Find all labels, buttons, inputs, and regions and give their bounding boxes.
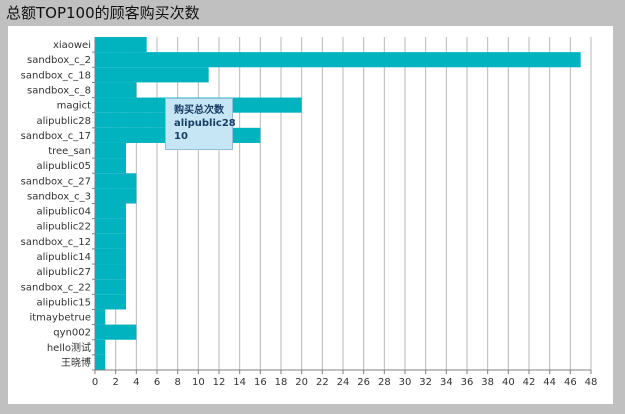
x-tick-label: 44 (543, 377, 556, 388)
category-label: itmaybetrue (29, 313, 91, 324)
chart-title: 总额TOP100的顾客购买次数 (6, 4, 200, 22)
axes (92, 37, 592, 374)
bar (95, 52, 581, 68)
tooltip-category: alipublic28 (174, 118, 236, 129)
x-tick-label: 6 (154, 377, 160, 388)
category-label: sandbox_c_2 (27, 55, 91, 66)
bar (95, 37, 147, 53)
x-tick-label: 36 (461, 377, 474, 388)
bar (95, 354, 106, 370)
category-label: sandbox_c_8 (27, 85, 91, 96)
category-label: alipublic14 (37, 252, 92, 263)
bar (95, 233, 126, 249)
x-tick-label: 0 (92, 377, 98, 388)
data-tooltip: 购买总次数 alipublic28 10 (165, 98, 236, 150)
category-label: tree_san (48, 146, 91, 157)
bar-chart: xiaowei sandbox_c_2 sandbox_c_18 sandbox_c_… (21, 37, 598, 388)
x-tick-label: 14 (233, 377, 246, 388)
x-tick-label: 18 (275, 377, 288, 388)
x-tick-label: 16 (254, 377, 267, 388)
x-tick-label: 10 (192, 377, 205, 388)
bar (95, 324, 137, 340)
tooltip-series-label: 购买总次数 (174, 105, 224, 116)
bar (95, 173, 137, 189)
bar (95, 188, 137, 204)
bar (95, 248, 126, 265)
category-label: hello测试 (47, 341, 91, 354)
x-tick-label: 40 (502, 377, 515, 388)
x-tick-labels: 0 2 4 6 8 10 12 14 16 18 20 22 24 26 28 30 32 34 36 38 40 42 4… (92, 377, 598, 388)
x-tick-label: 34 (440, 377, 453, 388)
x-tick-label: 8 (174, 377, 180, 388)
category-label: sandbox_c_18 (21, 70, 91, 81)
x-tick-label: 32 (419, 377, 432, 388)
category-labels: xiaowei sandbox_c_2 sandbox_c_18 sandbox_c_… (21, 40, 91, 369)
x-tick-label: 4 (133, 377, 139, 388)
category-label: sandbox_c_27 (21, 176, 91, 187)
category-label: alipublic27 (37, 267, 92, 278)
grid-lines (115, 37, 592, 370)
category-label: alipublic22 (37, 222, 92, 233)
category-label: sandbox_c_22 (21, 282, 91, 293)
x-tick-label: 26 (357, 377, 370, 388)
bar (95, 294, 126, 310)
category-label: magict (57, 101, 91, 112)
x-tick-label: 12 (213, 377, 226, 388)
category-label: sandbox_c_12 (21, 237, 91, 248)
x-tick-label: 24 (337, 377, 350, 388)
x-tick-label: 46 (564, 377, 577, 388)
bar (95, 203, 126, 219)
category-label: sandbox_c_3 (27, 191, 91, 202)
bar (95, 279, 126, 295)
category-label: sandbox_c_17 (21, 131, 91, 142)
tooltip-value: 10 (174, 131, 188, 142)
x-tick-label: 20 (295, 377, 308, 388)
x-tick-label: 38 (481, 377, 494, 388)
x-tick-label: 48 (585, 377, 598, 388)
category-label: 王晓博 (61, 356, 91, 369)
category-label: alipublic28 (37, 116, 92, 127)
category-label: xiaowei (53, 40, 91, 51)
bar (95, 142, 126, 159)
x-tick-label: 30 (399, 377, 412, 388)
bar (95, 264, 126, 280)
category-label: alipublic04 (37, 207, 92, 218)
bar (95, 309, 106, 325)
chart-panel: xiaowei sandbox_c_2 sandbox_c_18 sandbox_c_… (8, 26, 613, 404)
x-tick-label: 28 (378, 377, 391, 388)
bars (95, 37, 581, 370)
x-tick-label: 42 (523, 377, 536, 388)
bar (95, 339, 106, 355)
x-tick-label: 22 (316, 377, 329, 388)
bar (95, 218, 126, 234)
category-label: alipublic05 (37, 161, 92, 172)
category-label: alipublic15 (37, 297, 92, 308)
bar (95, 82, 137, 98)
bar (95, 158, 126, 174)
bar (95, 67, 209, 83)
category-label: qyn002 (53, 328, 91, 339)
x-tick-label: 2 (112, 377, 118, 388)
